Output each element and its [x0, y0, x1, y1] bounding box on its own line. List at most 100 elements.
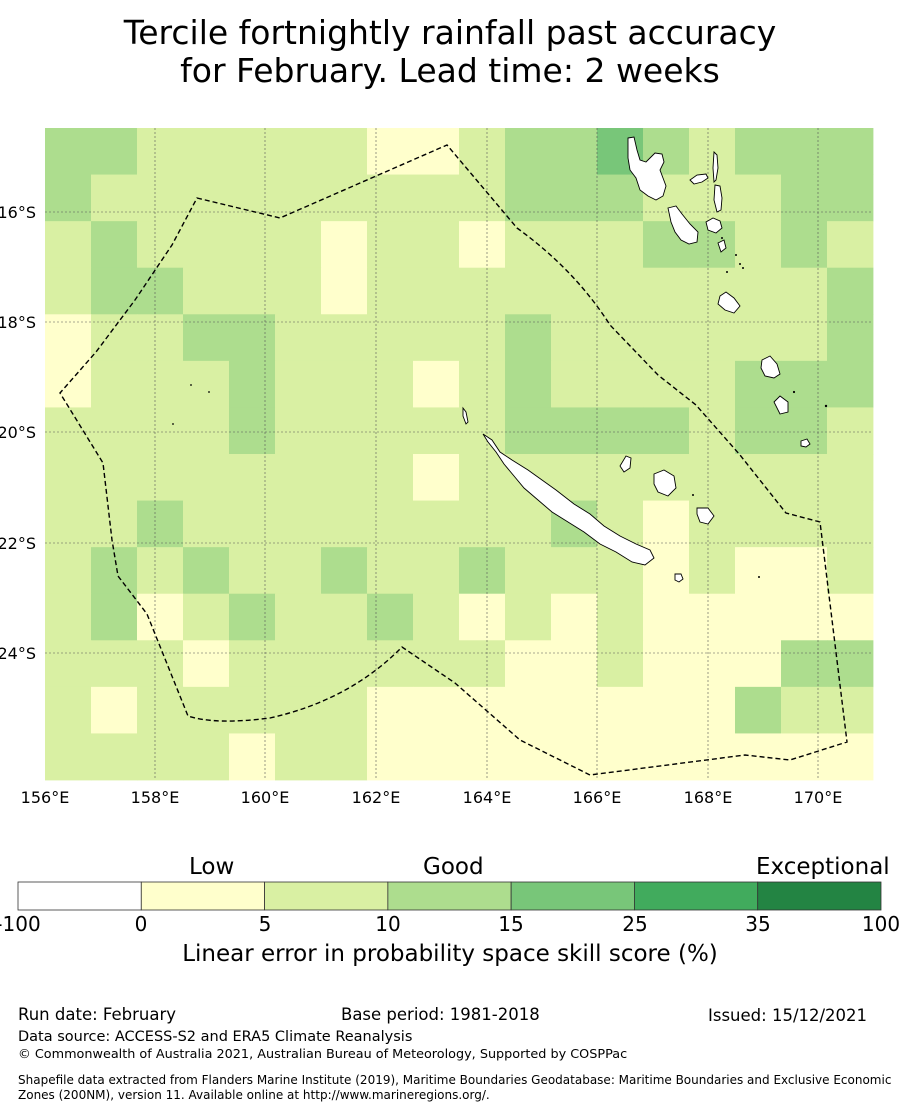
skill-cell	[367, 454, 414, 501]
small-islets	[172, 237, 828, 578]
skill-cell	[597, 360, 644, 408]
skill-cell	[689, 360, 736, 408]
skill-cell	[45, 547, 92, 595]
skill-cell	[91, 593, 138, 641]
skill-cell	[413, 314, 460, 362]
longitude-label: 158°E	[131, 788, 180, 807]
skill-cell	[229, 547, 276, 595]
skill-cell	[229, 640, 276, 688]
skill-cell	[275, 174, 322, 222]
skill-cell	[505, 733, 552, 781]
skill-cell	[505, 267, 552, 315]
skill-cell	[275, 640, 322, 688]
skill-cell	[183, 221, 230, 269]
skill-cell	[689, 314, 736, 362]
skill-cell	[827, 221, 874, 269]
skill-cell	[91, 314, 138, 362]
skill-cell	[413, 267, 460, 315]
skill-cell	[827, 547, 874, 595]
skill-cell	[827, 686, 874, 734]
skill-cell	[275, 500, 322, 548]
category-exceptional: Exceptional	[756, 854, 890, 880]
skill-cell	[183, 267, 230, 315]
skill-cell	[275, 360, 322, 408]
issued-date: Issued: 15/12/2021	[708, 1006, 868, 1025]
skill-cell	[367, 128, 414, 175]
skill-cell	[827, 640, 874, 688]
skill-cell	[597, 221, 644, 269]
skill-cell	[183, 733, 230, 781]
skill-cell	[229, 407, 276, 455]
skill-cell	[827, 454, 874, 501]
skill-cell	[781, 454, 828, 501]
skill-cell	[45, 733, 92, 781]
skill-cell	[827, 174, 874, 222]
skill-cell	[781, 547, 828, 595]
skill-cell	[137, 128, 184, 175]
skill-cell	[321, 174, 368, 222]
skill-cell	[459, 174, 506, 222]
skill-cell	[505, 686, 552, 734]
tick-35: 35	[745, 912, 771, 936]
skill-cell	[459, 314, 506, 362]
skill-cell	[183, 547, 230, 595]
skill-cell	[45, 360, 92, 408]
data-source: Data source: ACCESS-S2 and ERA5 Climate …	[18, 1029, 413, 1045]
ambae-island	[689, 173, 709, 185]
skill-cell	[321, 500, 368, 548]
skill-cell	[827, 407, 874, 455]
skill-cell	[367, 640, 414, 688]
colorbar-segment	[510, 881, 635, 911]
longitude-label: 160°E	[241, 788, 290, 807]
skill-cell	[459, 547, 506, 595]
skill-cell	[781, 686, 828, 734]
skill-cell	[781, 360, 828, 408]
skill-cell	[505, 640, 552, 688]
eez-boundary	[59, 144, 848, 776]
skill-cell	[505, 221, 552, 269]
skill-cell	[45, 174, 92, 222]
skill-cell	[735, 407, 782, 455]
skill-cell	[551, 221, 598, 269]
rainfall-skill-map: 156°E 158°E 160°E 162°E 164°E 166°E 168°E 170°E…	[0, 128, 874, 807]
ambrym-island	[705, 217, 723, 234]
skill-cell	[183, 407, 230, 455]
skill-cell	[459, 128, 506, 175]
colorbar-segment	[140, 881, 265, 911]
colorbar-segment	[17, 881, 142, 911]
skill-cell	[459, 360, 506, 408]
skill-cell	[183, 500, 230, 548]
skill-cell	[275, 733, 322, 781]
skill-cell	[827, 360, 874, 408]
skill-cell	[551, 314, 598, 362]
skill-cell	[505, 314, 552, 362]
skill-cell	[321, 407, 368, 455]
skill-cell	[91, 128, 138, 175]
longitude-label: 162°E	[352, 788, 401, 807]
skill-cell	[367, 500, 414, 548]
skill-cell	[735, 547, 782, 595]
colorbar	[17, 881, 882, 911]
skill-cell	[137, 547, 184, 595]
skill-cell	[643, 733, 690, 781]
skill-cell	[643, 686, 690, 734]
skill-cell	[551, 593, 598, 641]
skill-cell	[459, 593, 506, 641]
skill-cell	[321, 221, 368, 269]
skill-cell	[781, 593, 828, 641]
skill-cell	[827, 267, 874, 315]
skill-cell	[459, 500, 506, 548]
tick-100: 100	[861, 912, 900, 936]
skill-cell	[137, 407, 184, 455]
latitude-label: 24°S	[0, 644, 36, 663]
skill-cell	[735, 267, 782, 315]
skill-cell	[827, 593, 874, 641]
maewo-island	[712, 150, 719, 184]
skill-cell	[45, 407, 92, 455]
skill-cell	[781, 221, 828, 269]
skill-cell	[91, 454, 138, 501]
skill-cell	[735, 128, 782, 175]
skill-cell	[137, 267, 184, 315]
skill-cell	[183, 454, 230, 501]
skill-cell	[137, 454, 184, 501]
